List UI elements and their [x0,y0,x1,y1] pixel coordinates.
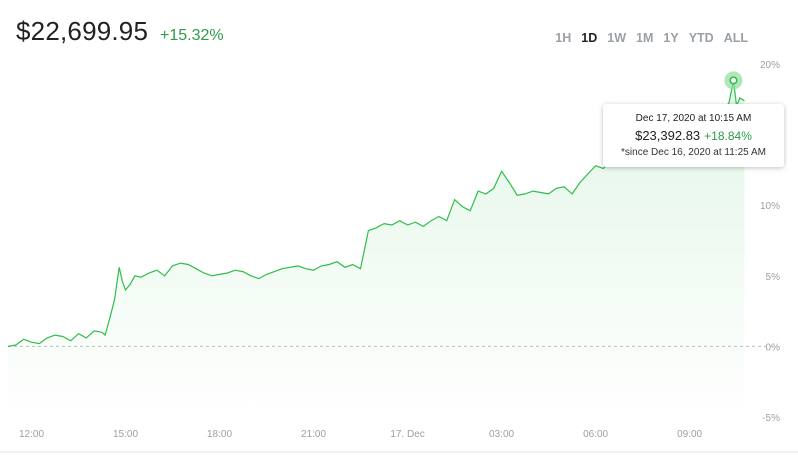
range-1m-button[interactable]: 1M [636,31,654,45]
x-tick-label: 17. Dec [390,429,424,440]
y-tick-label: 5% [766,272,781,283]
range-1y-button[interactable]: 1Y [663,31,679,45]
price-change-percent: +15.32% [160,27,224,44]
hover-marker [729,76,738,85]
range-1d-button[interactable]: 1D [581,31,598,45]
range-ytd-button[interactable]: YTD [688,31,714,45]
x-tick-label: 12:00 [19,429,44,440]
current-price: $22,699.95 [16,16,149,46]
x-tick-label: 09:00 [677,429,702,440]
y-tick-label: 10% [760,201,780,212]
x-tick-label: 21:00 [301,429,326,440]
price-area-fill [8,80,745,418]
y-tick-label: 20% [760,60,780,71]
x-tick-label: 06:00 [583,429,608,440]
x-tick-label: 03:00 [489,429,514,440]
tooltip-percent: +18.84% [704,129,752,143]
tooltip-since: *since Dec 16, 2020 at 11:25 AM [621,147,766,158]
hover-tooltip: Dec 17, 2020 at 10:15 AM $23,392.83 +18.8… [603,104,784,167]
range-selector: 1H 1D 1W 1M 1Y YTD ALL [545,31,748,45]
x-tick-label: 15:00 [113,429,138,440]
y-tick-label: -5% [762,413,780,424]
range-1w-button[interactable]: 1W [607,31,627,45]
range-all-button[interactable]: ALL [723,31,748,45]
tooltip-price: $23,392.83 [635,128,701,143]
tooltip-price-row: $23,392.83 +18.84% [603,128,784,143]
x-tick-label: 18:00 [207,429,232,440]
range-1h-button[interactable]: 1H [555,31,572,45]
tooltip-date: Dec 17, 2020 at 10:15 AM [635,113,752,124]
y-tick-label: 0% [766,342,781,353]
